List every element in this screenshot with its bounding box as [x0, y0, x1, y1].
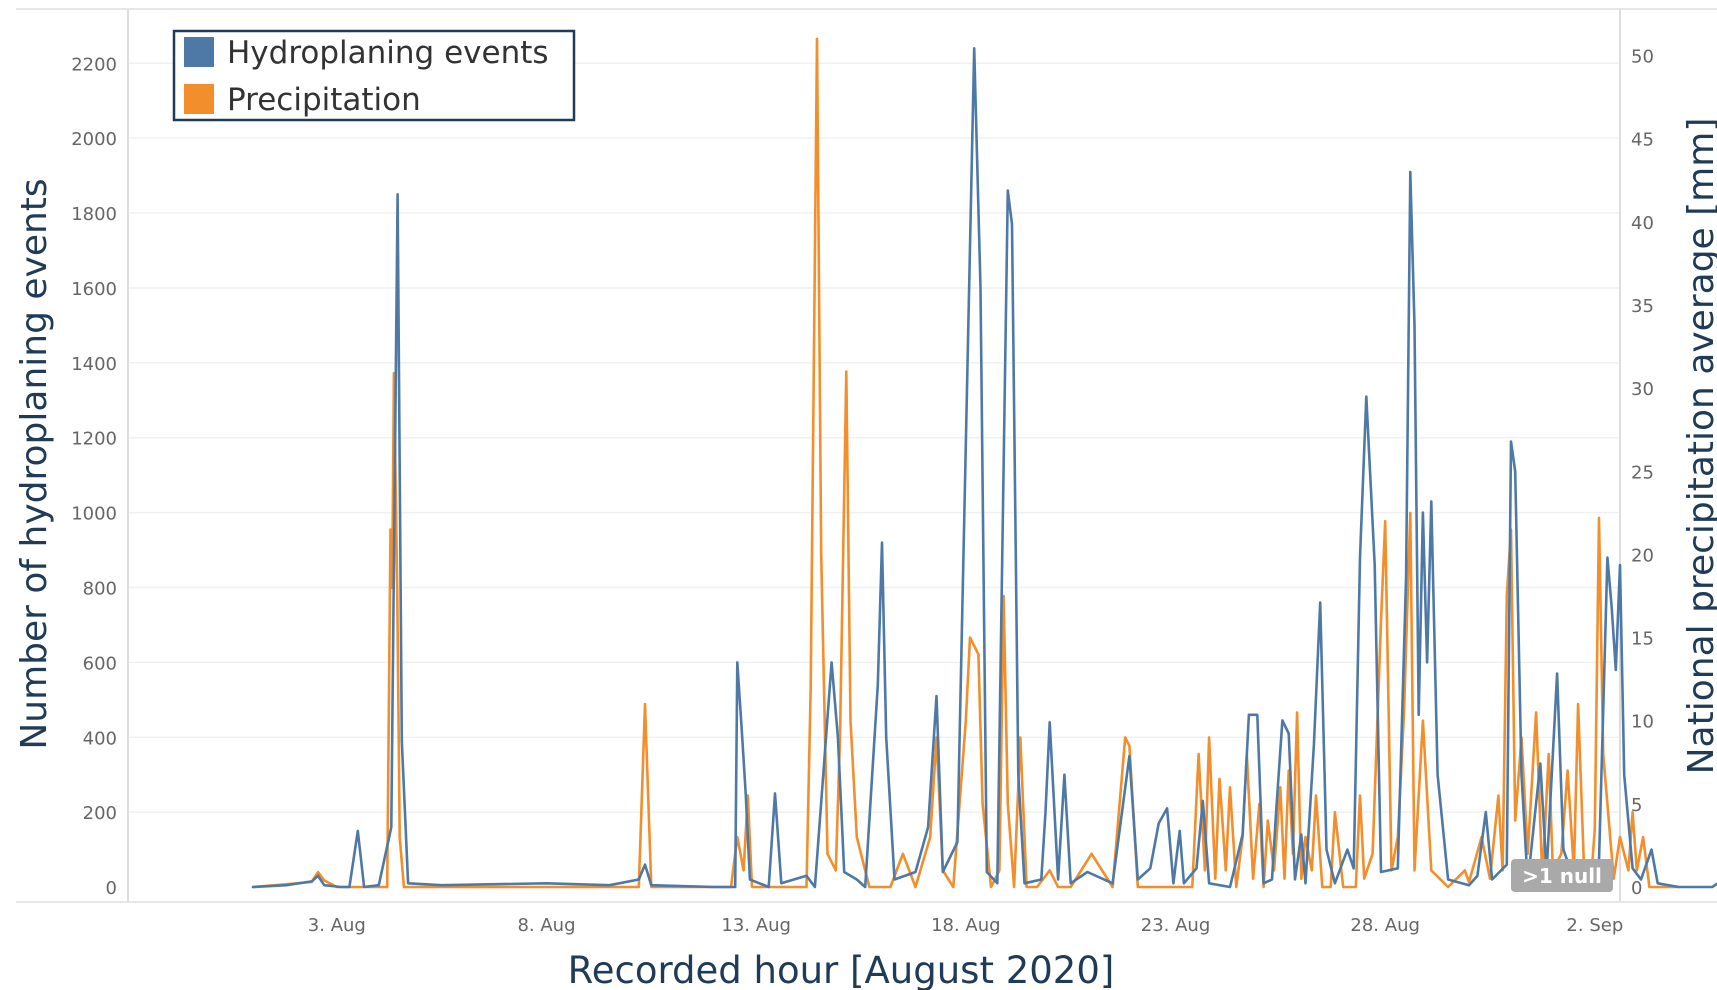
- y-right-tick-label: 25: [1631, 462, 1654, 483]
- y-right-tick-label: 15: [1631, 629, 1654, 650]
- x-tick-label: 2. Sep: [1566, 915, 1623, 936]
- legend-swatch-hydroplaning: [184, 37, 214, 67]
- y-axis-title-left: Number of hydroplaning events: [14, 178, 55, 749]
- legend: Hydroplaning events Precipitation: [172, 29, 576, 122]
- x-axis-ticks: 3. Aug 8. Aug 13. Aug 18. Aug 23. Aug 28. Aug…: [308, 915, 1623, 936]
- y-left-tick-label: 1000: [71, 504, 117, 525]
- y-left-tick-label: 600: [83, 653, 117, 674]
- y-right-tick-label: 10: [1631, 712, 1654, 733]
- y-right-tick-label: 40: [1631, 213, 1654, 234]
- y-right-tick-label: 0: [1631, 878, 1642, 899]
- y-right-tick-label: 5: [1631, 795, 1642, 816]
- y-left-tick-label: 1200: [71, 429, 117, 450]
- y-left-tick-label: 1600: [71, 279, 117, 300]
- x-tick-label: 13. Aug: [721, 915, 791, 936]
- y-left-tick-label: 2000: [71, 129, 117, 150]
- y-right-tick-label: 35: [1631, 296, 1654, 317]
- y-axis-title-right: National precipitation average [mm]: [1681, 118, 1717, 775]
- right-axis-ticks: 0 5 10 15 20 25 30 35 40 45 50: [1631, 47, 1654, 899]
- y-left-tick-label: 800: [83, 578, 117, 599]
- x-tick-label: 18. Aug: [931, 915, 1001, 936]
- series-lines: [251, 37, 1717, 889]
- y-left-tick-label: 0: [106, 878, 117, 899]
- y-left-tick-label: 1400: [71, 354, 117, 375]
- legend-swatch-precipitation: [184, 84, 214, 114]
- legend-label-hydroplaning: Hydroplaning events: [227, 35, 549, 71]
- x-axis-title: Recorded hour [August 2020]: [568, 949, 1115, 990]
- null-indicator: >1 null: [1511, 859, 1613, 892]
- y-left-tick-label: 200: [83, 803, 117, 824]
- left-axis-ticks: 0 200 400 600 800 1000 1200 1400 1600 1800 2000 220…: [71, 54, 117, 899]
- y-left-tick-label: 1800: [71, 204, 117, 225]
- y-right-tick-label: 20: [1631, 545, 1654, 566]
- legend-label-precipitation: Precipitation: [227, 82, 421, 118]
- x-tick-label: 3. Aug: [308, 915, 366, 936]
- series-line-hydroplaning: [251, 47, 1717, 889]
- y-left-tick-label: 400: [83, 728, 117, 749]
- y-right-tick-label: 30: [1631, 379, 1654, 400]
- y-right-tick-label: 50: [1631, 47, 1654, 68]
- null-badge-label: >1 null: [1522, 864, 1602, 888]
- x-tick-label: 23. Aug: [1141, 915, 1211, 936]
- null-badge: [1511, 859, 1613, 892]
- plot-frame: [16, 8, 1717, 903]
- y-right-tick-label: 45: [1631, 130, 1654, 151]
- y-left-tick-label: 2200: [71, 54, 117, 75]
- legend-box: [172, 29, 576, 122]
- x-tick-label: 28. Aug: [1350, 915, 1420, 936]
- x-tick-label: 8. Aug: [517, 915, 575, 936]
